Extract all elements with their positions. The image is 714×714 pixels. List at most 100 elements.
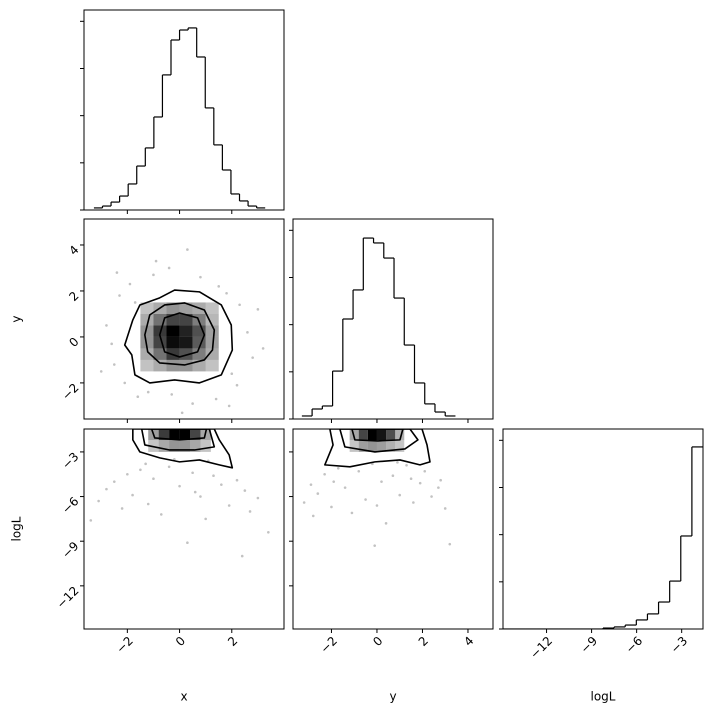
panel	[93, 27, 266, 209]
y-tick-label: 0	[66, 335, 81, 350]
density-cell	[205, 325, 219, 337]
scatter-point	[225, 291, 228, 295]
x-tick-label: 0	[370, 634, 385, 649]
density-cell	[190, 440, 201, 452]
density-cell	[192, 359, 206, 372]
density-cell	[395, 440, 405, 452]
panel	[503, 446, 703, 629]
density-cell	[166, 325, 180, 337]
density-cell	[205, 348, 219, 360]
density-cell	[205, 336, 219, 349]
scatter-point	[180, 411, 184, 415]
density-cell	[376, 429, 387, 441]
x-tick-label: 2	[225, 634, 240, 649]
scatter-point	[423, 469, 427, 473]
scatter-point	[115, 271, 119, 274]
y-tick-label: −2	[59, 381, 81, 403]
scatter-point	[248, 510, 252, 513]
scatter-point	[336, 466, 340, 470]
scatter-point	[364, 498, 367, 501]
density-cell	[192, 325, 206, 337]
scatter-point	[120, 507, 124, 510]
density-cell	[386, 440, 396, 452]
scatter-point	[152, 273, 155, 277]
density-cell	[192, 348, 206, 360]
scatter-point	[443, 507, 447, 510]
scatter-point	[267, 530, 270, 534]
density-cell	[166, 359, 180, 372]
panel-frame	[502, 428, 704, 630]
density-cell	[386, 429, 396, 441]
density-cell	[192, 336, 206, 349]
density-cell	[140, 325, 154, 337]
density-cell	[166, 336, 180, 349]
scatter-point	[152, 477, 155, 481]
density-cell	[153, 313, 167, 326]
scatter-point	[128, 282, 132, 286]
density-cell	[158, 440, 170, 452]
y-tick-label: −6	[59, 494, 81, 516]
scatter-point	[186, 541, 189, 544]
scatter-point	[133, 301, 137, 304]
scatter-point	[144, 462, 147, 466]
panel-frame	[83, 218, 285, 420]
scatter-point	[112, 363, 116, 366]
scatter-point	[99, 370, 103, 373]
scatter-point	[412, 501, 415, 504]
scatter-point	[261, 347, 265, 350]
scatter-point	[256, 308, 260, 311]
scatter-point	[373, 544, 376, 547]
scatter-point	[199, 495, 202, 498]
density-cell	[200, 440, 211, 452]
y-tick-label: 4	[66, 243, 81, 258]
scatter-point	[199, 275, 202, 279]
x-axis-label: y	[389, 690, 396, 704]
scatter-point	[405, 464, 408, 467]
scatter-point	[193, 490, 197, 494]
scatter-point	[230, 372, 234, 376]
density-cell	[190, 429, 201, 441]
scatter-point	[217, 285, 221, 288]
x-tick-label: −9	[578, 634, 600, 656]
scatter-point	[118, 294, 121, 297]
scatter-point	[227, 404, 231, 408]
x-tick-label: 2	[416, 634, 431, 649]
scatter-point	[323, 472, 326, 476]
contour	[339, 429, 419, 453]
scatter-point	[110, 342, 113, 346]
panel	[301, 237, 456, 417]
contour	[158, 312, 206, 358]
panel-frame	[83, 428, 285, 630]
panel-frame	[83, 9, 285, 211]
scatter-point	[112, 480, 116, 483]
panel	[302, 429, 452, 547]
scatter-point	[380, 480, 383, 483]
density-cell	[153, 336, 167, 349]
scatter-point	[311, 514, 315, 518]
scatter-point	[439, 478, 442, 482]
density-cell	[179, 429, 191, 441]
scatter-point	[214, 397, 218, 401]
scatter-point	[167, 465, 171, 469]
y-tick-label: −3	[59, 450, 81, 472]
density-cell	[179, 313, 193, 326]
density-cell	[395, 429, 405, 441]
scatter-point	[105, 324, 108, 327]
scatter-point	[302, 501, 306, 504]
scatter-point	[448, 542, 452, 546]
contour	[132, 429, 234, 469]
contour	[140, 429, 216, 451]
density-cell	[158, 429, 170, 441]
density-cell	[169, 429, 180, 441]
x-tick-label: −12	[527, 634, 555, 662]
scatter-point	[437, 486, 440, 489]
x-axis-label: logL	[591, 690, 616, 704]
contour	[123, 289, 234, 384]
scatter-point	[240, 554, 244, 558]
scatter-point	[409, 477, 413, 481]
density-cell	[179, 325, 193, 337]
scatter-point	[89, 519, 93, 522]
density-cell	[205, 313, 219, 326]
scatter-point	[396, 461, 399, 464]
scatter-point	[343, 486, 347, 489]
